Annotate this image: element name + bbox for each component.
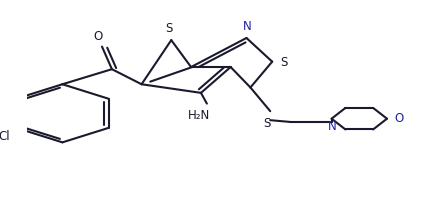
Text: S: S — [263, 117, 271, 129]
Text: Cl: Cl — [0, 129, 10, 143]
Text: S: S — [280, 56, 287, 69]
Text: S: S — [166, 22, 173, 35]
Text: O: O — [93, 30, 103, 43]
Text: N: N — [243, 20, 251, 33]
Text: O: O — [394, 112, 403, 125]
Text: N: N — [328, 120, 337, 133]
Text: H₂N: H₂N — [188, 109, 210, 122]
